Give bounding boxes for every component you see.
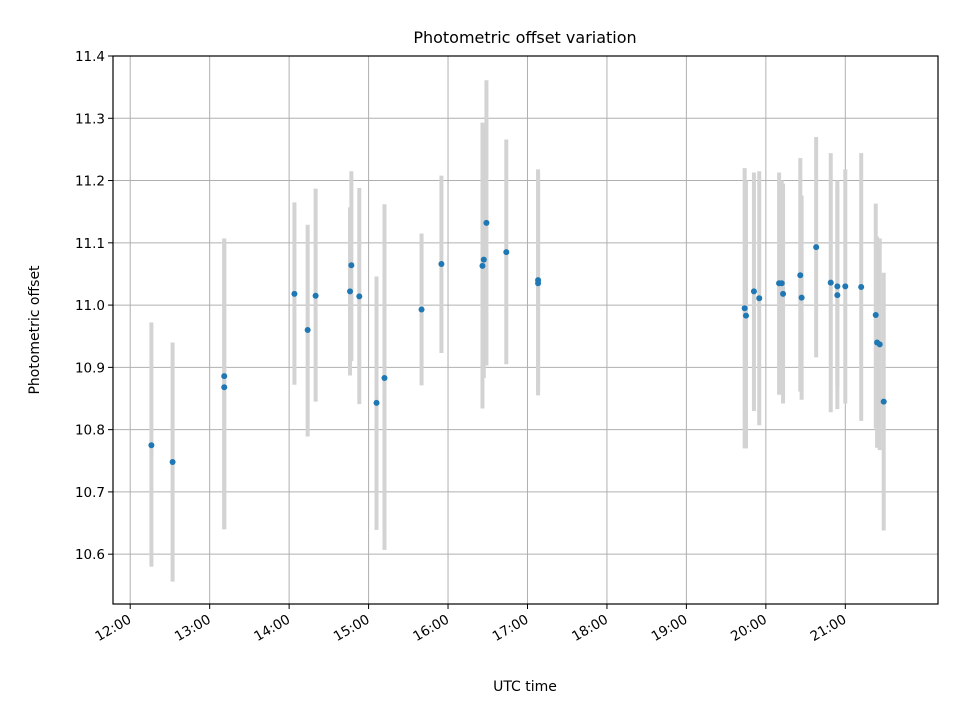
data-points [148,219,887,466]
data-point [347,288,354,295]
data-point [780,290,787,297]
data-point [169,459,176,466]
y-tick-label: 11.0 [75,298,105,314]
y-tick-label: 11.1 [75,236,105,252]
data-point [741,305,748,312]
chart-title: Photometric offset variation [413,28,636,47]
data-point [356,293,363,300]
data-point [880,398,887,405]
y-tick-label: 10.8 [75,423,105,439]
data-point [858,284,865,291]
x-axis-label: UTC time [493,679,557,695]
data-point [797,272,804,279]
data-point [479,262,486,269]
data-point [842,283,849,290]
y-tick-label: 10.9 [75,360,105,376]
data-point [834,283,841,290]
data-point [148,442,155,449]
data-point [312,292,319,299]
data-point [756,295,763,302]
data-point [834,292,841,299]
y-axis-label: Photometric offset [27,265,43,395]
data-point [535,280,542,287]
data-point [813,244,820,251]
data-point [438,260,445,267]
data-point [304,327,311,333]
y-tick-label: 10.6 [75,547,105,563]
data-point [872,312,879,319]
data-point [480,256,487,263]
y-tick-label: 10.7 [75,485,105,501]
data-point [876,341,883,348]
data-point [221,373,228,380]
data-point [742,312,749,319]
data-point [381,374,388,381]
axes-frame [112,55,939,605]
data-point [221,384,228,391]
data-point [503,249,510,256]
data-point [750,288,757,295]
data-point [291,290,298,297]
y-tick-label: 11.3 [75,111,105,127]
data-point [418,306,425,313]
data-point [778,280,785,287]
y-tick-label: 11.2 [75,174,105,190]
y-tick-label: 11.4 [75,49,105,65]
data-point [348,262,355,269]
data-point [798,294,805,301]
data-point [373,399,380,406]
data-point [483,219,490,226]
data-point [827,279,834,286]
